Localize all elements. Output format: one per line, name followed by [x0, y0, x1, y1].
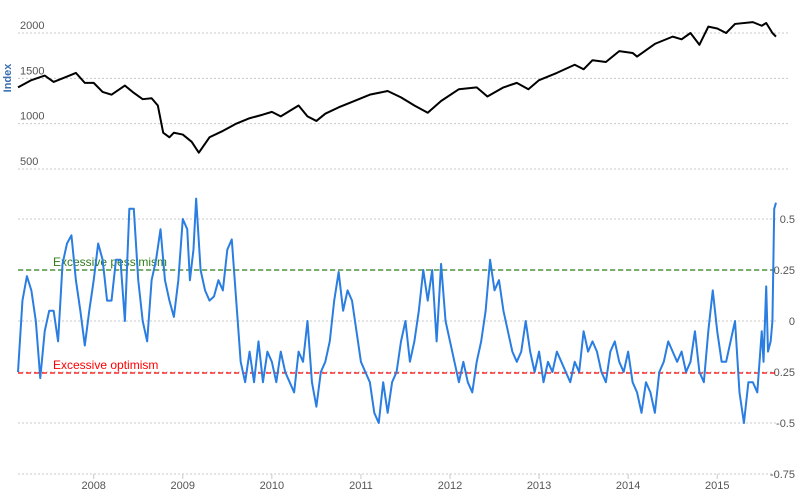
- x-tick-label: 2011: [349, 480, 373, 492]
- index-line: [17, 21, 777, 154]
- y-tick-label: 1000: [20, 111, 44, 123]
- x-tick-label: 2009: [171, 480, 195, 492]
- y-tick-label: 500: [20, 156, 38, 168]
- optimism-label: Excessive optimism: [53, 358, 158, 372]
- x-tick-label: 2013: [527, 480, 551, 492]
- y-tick-label: -0.25: [770, 367, 795, 379]
- y-tick-label: 2000: [20, 20, 44, 32]
- index-panel: 2000 1500 1000 500: [17, 20, 790, 170]
- y-tick-label: 0: [789, 316, 795, 328]
- x-tick-label: 2015: [705, 480, 729, 492]
- x-tick-label: 2012: [438, 480, 462, 492]
- y-tick-label: -0.5: [776, 418, 795, 430]
- y-tick-label: 0.5: [780, 214, 795, 226]
- x-tick-label: 2014: [616, 480, 640, 492]
- sentiment-line: [17, 197, 777, 424]
- y-tick-label: 0.25: [774, 265, 795, 277]
- sentiment-panel: 0.5 0.25 0 -0.25 -0.5 -0.75 2008 2009 2010 2011 20…: [17, 197, 795, 492]
- x-tick-label: 2008: [81, 480, 105, 492]
- y-tick-label: -0.75: [770, 469, 795, 481]
- y-axis-label: Index: [2, 63, 14, 93]
- pessimism-label: Excessive pessimism: [53, 255, 167, 269]
- x-tick-label: 2010: [260, 480, 284, 492]
- y-tick-label: 1500: [20, 65, 44, 77]
